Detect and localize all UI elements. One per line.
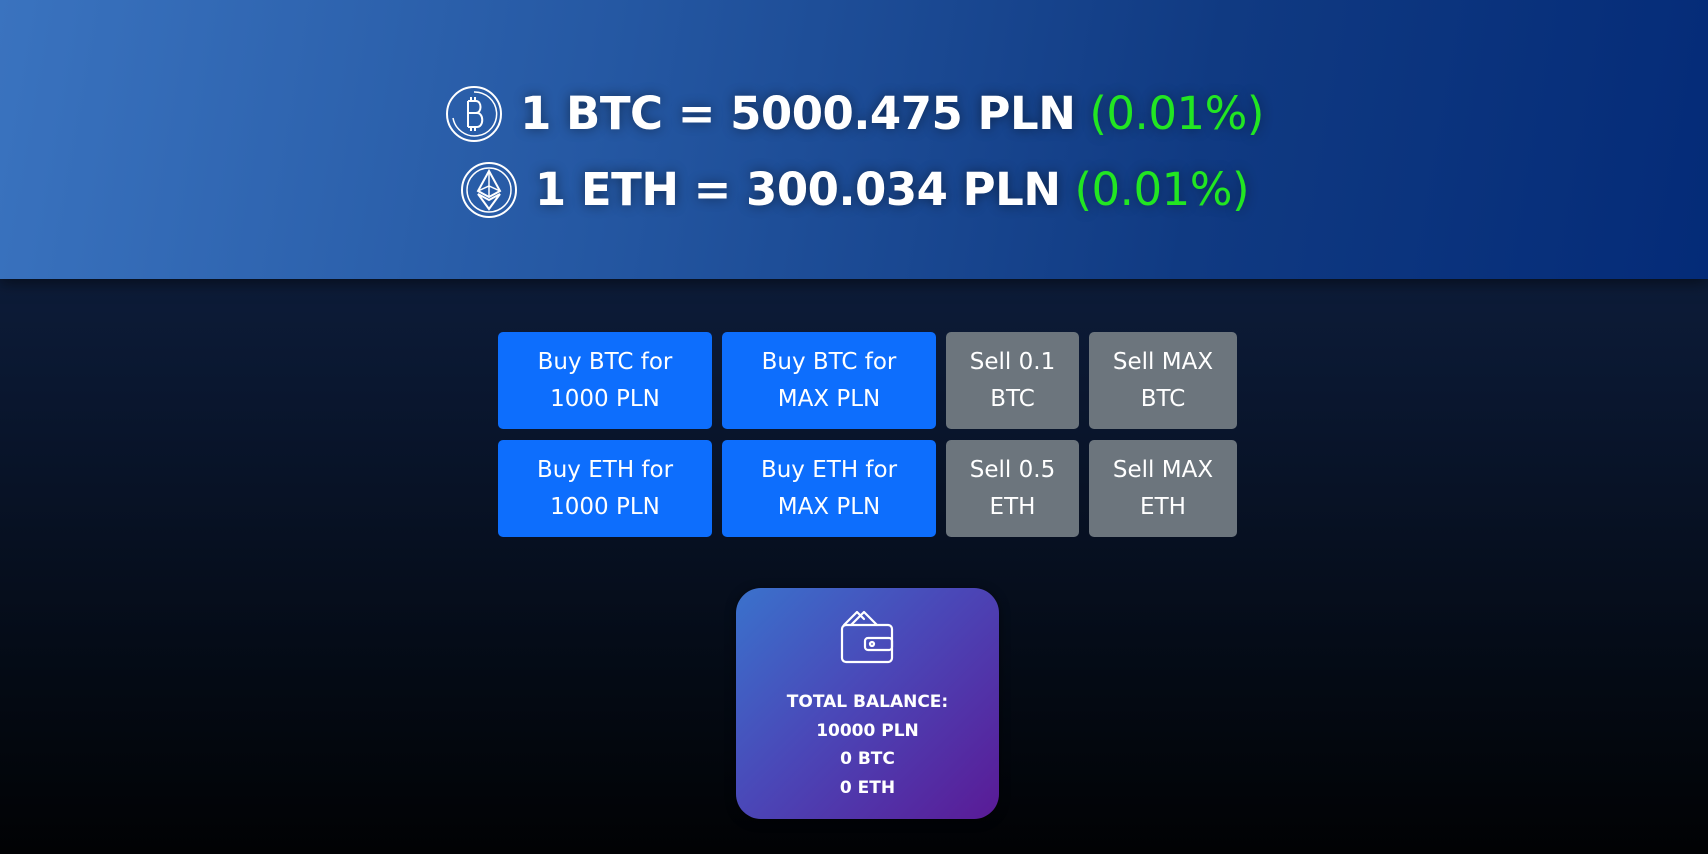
sell-eth-fixed-button[interactable]: Sell 0.5 ETH	[946, 440, 1079, 537]
sell-btc-max-button[interactable]: Sell MAX BTC	[1089, 332, 1237, 429]
button-label: Sell 0.5 ETH	[969, 456, 1056, 520]
balance-btc: 0 BTC	[840, 749, 895, 769]
button-label: Buy BTC for 1000 PLN	[537, 348, 673, 412]
buy-eth-max-button[interactable]: Buy ETH for MAX PLN	[722, 440, 936, 537]
eth-rate-text: 1 ETH = 300.034 PLN (0.01%)	[534, 163, 1250, 216]
eth-rate-row: 1 ETH = 300.034 PLN (0.01%)	[459, 152, 1250, 228]
sell-btc-fixed-button[interactable]: Sell 0.1 BTC	[946, 332, 1079, 429]
trade-actions: Buy BTC for 1000 PLN Buy BTC for MAX PLN S…	[498, 332, 1237, 537]
button-label: Buy ETH for 1000 PLN	[536, 456, 674, 520]
eth-rate-change: (0.01%)	[1074, 163, 1250, 216]
eth-rate-value: 1 ETH = 300.034 PLN	[534, 163, 1061, 216]
button-label: Sell MAX BTC	[1112, 348, 1214, 412]
sell-eth-max-button[interactable]: Sell MAX ETH	[1089, 440, 1237, 537]
wallet-icon	[837, 606, 899, 668]
buy-eth-1000-button[interactable]: Buy ETH for 1000 PLN	[498, 440, 712, 537]
bitcoin-icon	[444, 84, 504, 144]
button-label: Sell MAX ETH	[1112, 456, 1214, 520]
button-label: Buy ETH for MAX PLN	[760, 456, 898, 520]
rates-header: 1 BTC = 5000.475 PLN (0.01%) 1 ETH = 300.…	[0, 0, 1708, 279]
btc-rate-value: 1 BTC = 5000.475 PLN	[520, 87, 1076, 140]
btc-rate-change: (0.01%)	[1089, 87, 1264, 140]
btc-rate-text: 1 BTC = 5000.475 PLN (0.01%)	[520, 87, 1264, 140]
button-label: Sell 0.1 BTC	[969, 348, 1056, 412]
balance-summary: TOTAL BALANCE: 10000 PLN 0 BTC 0 ETH	[787, 688, 948, 802]
button-label: Buy BTC for MAX PLN	[761, 348, 897, 412]
btc-rate-row: 1 BTC = 5000.475 PLN (0.01%)	[444, 76, 1264, 152]
buy-btc-max-button[interactable]: Buy BTC for MAX PLN	[722, 332, 936, 429]
balance-title: TOTAL BALANCE:	[786, 692, 949, 712]
wallet-card: TOTAL BALANCE: 10000 PLN 0 BTC 0 ETH	[736, 588, 999, 819]
buy-btc-1000-button[interactable]: Buy BTC for 1000 PLN	[498, 332, 712, 429]
balance-eth: 0 ETH	[839, 777, 896, 798]
ethereum-icon	[459, 160, 519, 220]
balance-pln: 10000 PLN	[816, 720, 919, 741]
